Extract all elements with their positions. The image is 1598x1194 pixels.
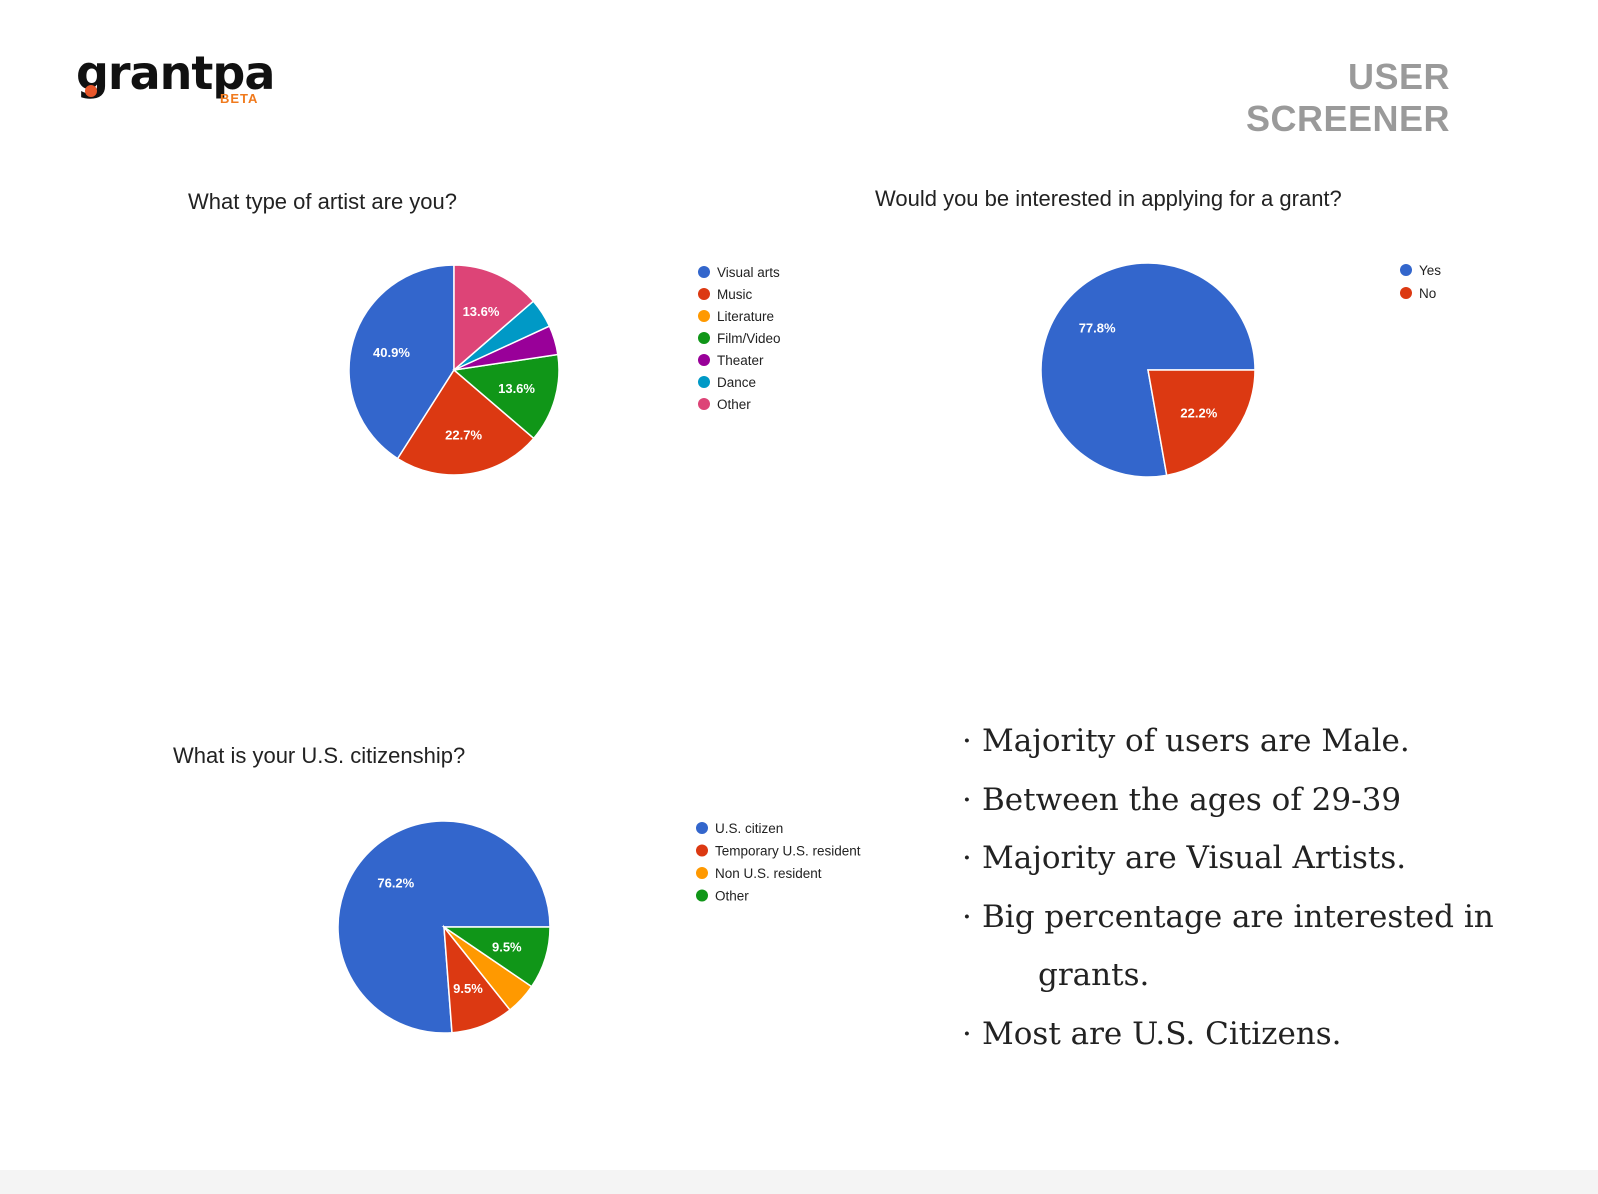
grantpa-logo[interactable]: grantpa BETA [76,38,276,118]
data-label-temporary-u-s-resident: 9.5% [453,981,483,996]
data-label-no: 22.2% [1180,406,1217,421]
summary-bullet: Most are U.S. Citizens. [962,1005,1582,1064]
footer-band [0,1170,1598,1194]
legend-swatch-theater [698,354,710,366]
data-label-music: 22.7% [445,427,482,442]
pie-slice-yes [1040,262,1256,478]
pie-slice-film-video [452,353,560,440]
legend-swatch-dance [698,376,710,388]
summary-bullet: Between the ages of 29-39 [962,771,1582,830]
legend-label-literature: Literature [717,309,774,324]
legend-swatch-music [698,288,710,300]
legend-label-theater: Theater [717,353,764,368]
page-title: USER SCREENER [1245,56,1450,139]
data-label-u-s-citizen: 76.2% [377,875,414,890]
logo-wordmark: grantpa [76,46,275,100]
legend-swatch-no [1400,287,1412,299]
legend-swatch-temporary-u-s-resident [696,844,708,857]
summary-bullet-continuation: grants. [1038,957,1150,993]
legend-swatch-non-u-s-resident [696,867,708,879]
summary-bullet-list: Majority of users are Male. Between the … [962,712,1582,1063]
legend-label-other: Other [715,889,749,904]
chart-title-artist-type: What type of artist are you? [188,189,458,214]
legend-swatch-other [696,889,708,902]
legend-label-no: No [1419,286,1436,301]
summary-bullet: Majority of users are Male. [962,712,1582,771]
pie-slice-other [453,264,535,372]
pie-slice-u-s-citizen [337,820,551,1034]
legend-swatch-u-s-citizen [696,822,708,834]
legend-label-film-video: Film/Video [717,331,781,346]
legend-label-yes: Yes [1419,263,1441,278]
legend-label-dance: Dance [717,375,756,390]
data-label-film-video: 13.6% [498,381,535,396]
legend-label-u-s-citizen: U.S. citizen [715,821,783,836]
legend-label-visual-arts: Visual arts [717,265,780,280]
data-label-other: 13.6% [463,304,500,319]
chart-title-grant-interest: Would you be interested in applying for … [875,186,1342,211]
chart-title-citizenship: What is your U.S. citizenship? [173,743,466,768]
data-label-visual-arts: 40.9% [373,345,410,360]
legend-label-temporary-u-s-resident: Temporary U.S. resident [715,844,861,859]
legend-label-other: Other [717,397,751,412]
logo-beta-badge: BETA [220,91,259,106]
artist-type-pie-chart: 40.9% 22.7% 13.6% 13.6% Visual arts Music Lite… [348,264,781,476]
grant-interest-pie-chart: 77.8% 22.2% Yes No [1040,262,1441,478]
legend-swatch-yes [1400,264,1412,276]
pie-slice-other [441,926,551,988]
pie-slice-music [396,368,535,476]
citizenship-pie-chart: 76.2% 9.5% 9.5% U.S. citizen Temporary U.S. … [337,820,861,1034]
legend-label-non-u-s-resident: Non U.S. resident [715,866,822,881]
pie-slice-no [1147,369,1256,477]
legend-label-music: Music [717,287,753,302]
legend-swatch-other [698,398,710,410]
logo-dot-icon [85,85,97,97]
legend-swatch-film-video [698,332,710,344]
data-label-other: 9.5% [492,939,522,954]
summary-bullet: Majority are Visual Artists. [962,829,1582,888]
data-label-yes: 77.8% [1079,320,1116,335]
legend-swatch-literature [698,310,710,322]
legend-swatch-visual-arts [698,266,710,278]
